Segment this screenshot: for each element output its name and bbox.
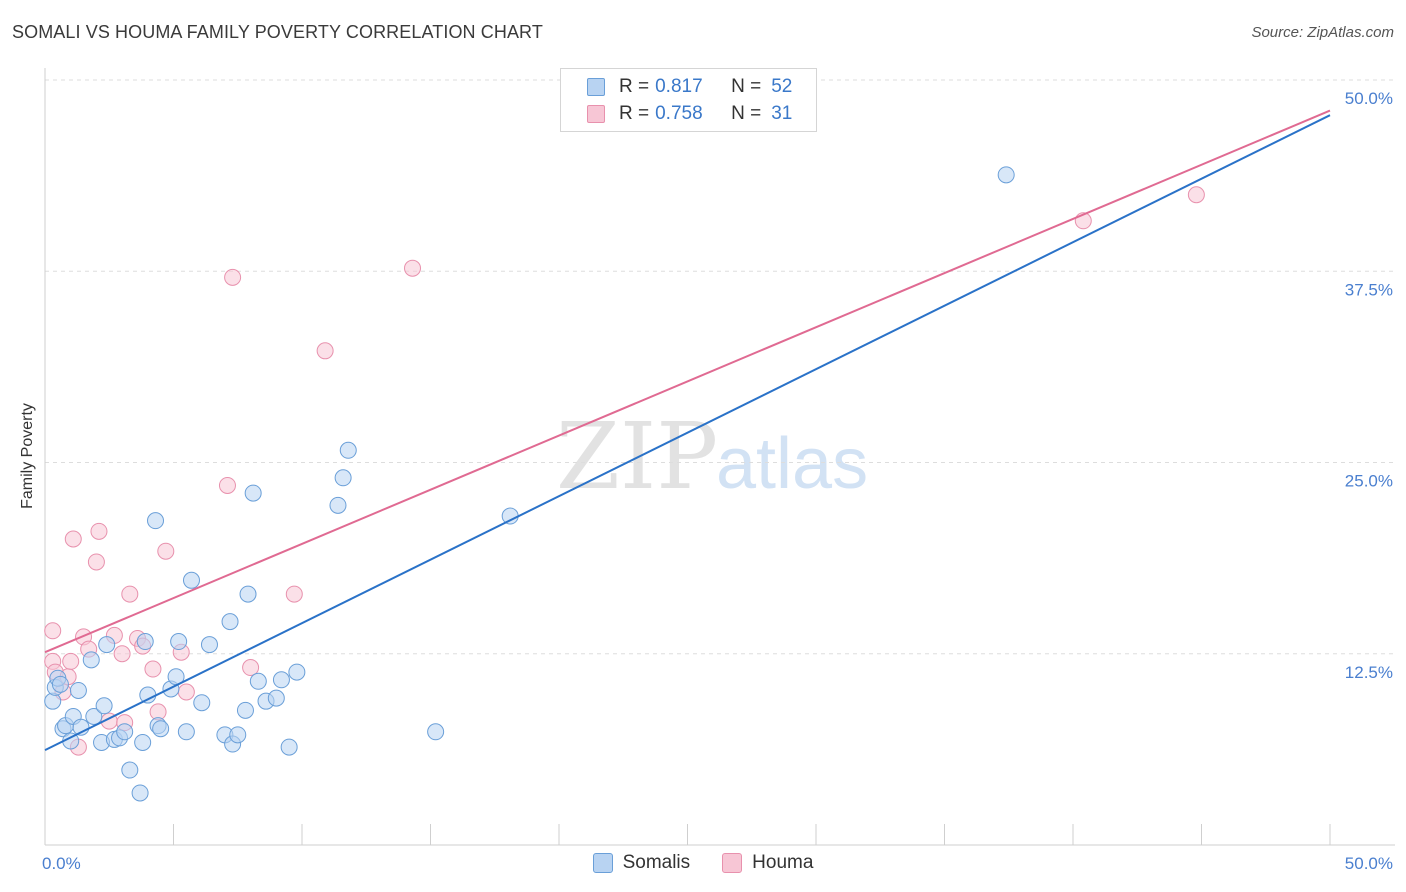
somalis-point — [116, 723, 134, 741]
houma-point — [62, 652, 80, 670]
somalis-point — [229, 726, 247, 744]
somalis-swatch — [587, 78, 605, 96]
houma-point — [113, 645, 131, 663]
somalis-point — [334, 469, 352, 487]
x-tick-label: 0.0% — [42, 854, 81, 873]
somalis-point — [339, 441, 357, 459]
axes — [44, 68, 1395, 846]
somalis-point — [236, 701, 254, 719]
y-tick-label: 37.5% — [1345, 280, 1393, 299]
somalis-point — [152, 720, 170, 738]
somalis-point — [139, 686, 157, 704]
somalis-point — [280, 738, 298, 756]
y-tick-label: 12.5% — [1345, 663, 1393, 682]
somalis-point — [131, 784, 149, 802]
somalis-point — [134, 733, 152, 751]
somalis-point — [182, 571, 200, 589]
houma-point — [218, 476, 236, 494]
somalis-point — [95, 697, 113, 715]
houma-point — [44, 622, 62, 640]
houma-point — [242, 659, 260, 677]
somalis-point — [329, 496, 347, 514]
somalis-point — [51, 675, 69, 693]
somalis-point — [193, 694, 211, 712]
somalis-point — [177, 723, 195, 741]
legend-row-houma: R = 0.758 N = 31 — [587, 103, 792, 125]
somalis-point — [244, 484, 262, 502]
somalis-point — [98, 636, 116, 654]
correlation-legend: R = 0.817 N = 52 R = 0.758 N = 31 — [560, 68, 817, 132]
houma-swatch — [587, 105, 605, 123]
somalis-point — [44, 692, 62, 710]
somalis-point — [239, 585, 257, 603]
trend-lines — [44, 109, 1331, 752]
houma-point — [157, 542, 175, 560]
houma-trend-line — [44, 109, 1331, 654]
houma-swatch — [722, 853, 743, 873]
somalis-point — [136, 633, 154, 651]
tick-labels: 12.5% 25.0% 37.5% 50.0% 0.0% 50.0% — [42, 89, 1393, 873]
legend-item-somalis: Somalis — [592, 852, 691, 874]
somalis-swatch — [592, 853, 613, 873]
houma-point — [177, 683, 195, 701]
somalis-point — [501, 507, 519, 525]
somalis-point — [267, 689, 285, 707]
n-value: 31 — [771, 103, 793, 124]
legend-item-houma: Houma — [722, 852, 813, 874]
y-tick-label: 50.0% — [1345, 89, 1393, 108]
n-label: N = — [731, 76, 762, 97]
y-tick-label: 25.0% — [1345, 472, 1393, 491]
somalis-point — [69, 681, 87, 699]
somalis-point — [170, 633, 188, 651]
houma-point — [1187, 186, 1205, 204]
somalis-point — [997, 166, 1015, 184]
somalis-point — [200, 636, 218, 654]
houma-point — [144, 660, 162, 678]
somalis-point — [427, 723, 445, 741]
somalis-point — [85, 707, 103, 725]
somalis-point — [249, 672, 267, 690]
n-value: 52 — [771, 76, 793, 97]
r-label: R = — [619, 103, 650, 124]
watermark-atlas: atlas — [716, 424, 868, 504]
legend-row-somalis: R = 0.817 N = 52 — [587, 76, 792, 98]
source-label: Source: ZipAtlas.com — [1251, 24, 1394, 41]
somalis-point — [272, 671, 290, 689]
r-label: R = — [619, 76, 650, 97]
somalis-series — [44, 166, 1015, 802]
houma-point — [404, 259, 422, 277]
r-value: 0.758 — [655, 103, 703, 124]
houma-point — [90, 522, 108, 540]
legend-label-houma: Houma — [752, 852, 814, 873]
houma-point — [87, 553, 105, 571]
houma-point — [224, 268, 242, 286]
r-value: 0.817 — [655, 76, 703, 97]
x-tick-label: 50.0% — [1345, 854, 1393, 873]
somalis-point — [147, 512, 165, 530]
houma-point — [64, 530, 82, 548]
series-legend: Somalis Houma — [0, 852, 1406, 874]
somalis-point — [82, 651, 100, 669]
chart-title: SOMALI VS HOUMA FAMILY POVERTY CORRELATI… — [12, 22, 543, 42]
somalis-point — [221, 613, 239, 631]
somalis-point — [288, 663, 306, 681]
somalis-point — [121, 761, 139, 779]
n-label: N = — [731, 103, 762, 124]
houma-point — [121, 585, 139, 603]
houma-point — [316, 342, 334, 360]
legend-label-somalis: Somalis — [622, 852, 691, 873]
houma-point — [285, 585, 303, 603]
somalis-trend-line — [44, 114, 1331, 752]
